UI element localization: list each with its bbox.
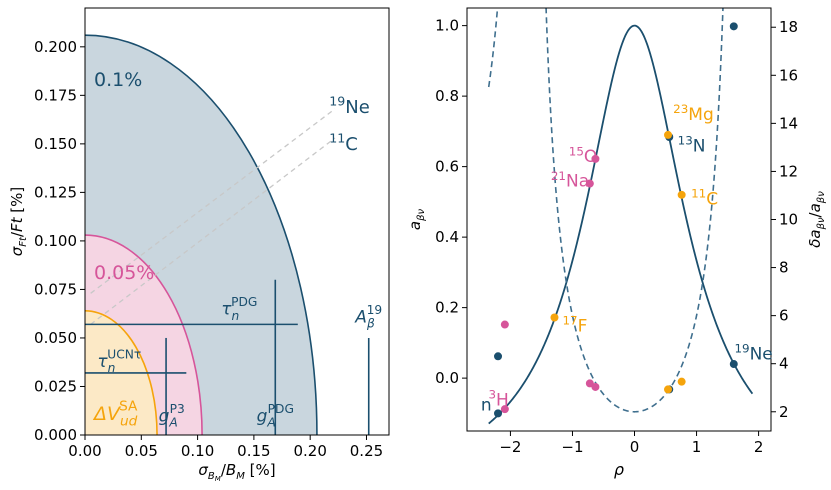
x-axis-label: σBM/BM [%] — [198, 461, 275, 483]
left-axes-frame — [84, 7, 390, 436]
y-tick-label: 0.2 — [435, 299, 459, 317]
x-tick-label: 0.05 — [125, 442, 158, 460]
constraint-label-0: τnPDG — [221, 295, 257, 323]
point-label-H: 3H — [488, 387, 508, 410]
y-tick-label: 0.025 — [34, 377, 77, 395]
y2-tick-label: 2 — [779, 403, 789, 421]
point-label-F: 17F — [562, 313, 587, 336]
point-19Ne — [729, 360, 738, 369]
point-n — [494, 352, 503, 361]
y2-tick-label: 12 — [779, 162, 798, 180]
region-label-0.05: 0.05% — [94, 262, 154, 284]
x-tick-label: 0.10 — [181, 442, 214, 460]
y2-tick-label: 4 — [779, 355, 789, 373]
point-15O — [591, 382, 600, 391]
y2-tick-label: 16 — [779, 66, 798, 84]
right-plot-area — [487, 8, 754, 425]
region-boundary-0 — [85, 34, 318, 435]
region-boundary-2 — [85, 309, 158, 435]
point-17F — [550, 313, 559, 322]
y-tick-label: 0.050 — [34, 329, 77, 347]
point-11C — [677, 377, 686, 386]
y2-axis-label: δaβν/aβν — [806, 191, 827, 248]
y-tick-label: 0.6 — [435, 158, 459, 176]
y-tick-label: 0.100 — [34, 232, 77, 250]
point-21Na — [585, 179, 594, 188]
point-23Mg — [664, 385, 673, 394]
y2-tick-label: 10 — [779, 211, 798, 229]
constraint-label-1: τnUCNτ — [97, 348, 141, 376]
point-label-O: 15O — [569, 144, 598, 167]
point-label-Mg: 23Mg — [673, 102, 714, 125]
point-label-n: n — [481, 396, 492, 416]
point-23Mg — [664, 130, 673, 139]
x-tick-label: 2 — [754, 438, 764, 456]
x-tick-label: −1 — [561, 438, 583, 456]
y-tick-label: 1.0 — [435, 17, 459, 35]
left-chart: 0.1% 0.05% ΔVudSA 19Ne 11C τnPDG τnUCNτ gAPDG gA… — [8, 7, 390, 483]
x-tick-label: 0.20 — [293, 442, 326, 460]
y-tick-label: 0.000 — [34, 426, 77, 444]
constraint-label-2: gAPDG — [257, 402, 294, 430]
y-axis-label: σFt/Ft [%] — [8, 187, 29, 257]
y-tick-label: 0.175 — [34, 86, 77, 104]
y-tick-label: 0.075 — [34, 280, 77, 298]
point-3H — [500, 320, 509, 329]
x-tick-label: 1 — [692, 438, 702, 456]
guide-line-19Ne — [90, 108, 336, 294]
y-tick-label: 0.8 — [435, 87, 459, 105]
y-tick-label: 0.4 — [435, 228, 459, 246]
y-tick-label: 0.125 — [34, 183, 77, 201]
y2-tick-label: 14 — [779, 114, 798, 132]
y2-tick-label: 8 — [779, 259, 789, 277]
y-tick-label: 0.0 — [435, 369, 459, 387]
point-19Ne — [729, 22, 738, 31]
region-label-deltaV: ΔVudSA — [92, 399, 138, 430]
point-label-Ne: 19Ne — [734, 342, 772, 365]
region-boundary-1 — [85, 234, 203, 435]
point-label-Na: 21Na — [551, 169, 589, 192]
point-15O — [591, 154, 600, 163]
point-label-C: 11C — [691, 187, 718, 210]
x-tick-label: −2 — [499, 438, 521, 456]
isotope-label-Ne: 19Ne — [329, 94, 370, 118]
y-tick-label: 0.200 — [34, 38, 77, 56]
y-tick-label: 0.150 — [34, 135, 77, 153]
x-tick-label: 0.00 — [68, 442, 101, 460]
x-tick-label: 0 — [630, 438, 640, 456]
right-axes-frame — [466, 7, 772, 432]
y-axis-label: aβν — [406, 209, 427, 231]
y2-tick-label: 18 — [779, 18, 798, 36]
point-3H — [500, 405, 509, 414]
point-n — [494, 409, 503, 418]
guide-line-11C — [90, 137, 336, 325]
constraint-label-4: Aβ19 — [354, 303, 382, 331]
region-label-0.1: 0.1% — [94, 69, 142, 91]
point-11C — [677, 190, 686, 199]
isotope-label-C: 11C — [329, 131, 358, 155]
x-tick-label: 0.25 — [350, 442, 383, 460]
series-a-beta-nu — [488, 24, 754, 425]
series-relative-uncertainty — [487, 8, 724, 413]
x-axis-label: ρ — [614, 460, 624, 479]
x-tick-label: 0.15 — [237, 442, 270, 460]
left-plot-area — [85, 34, 370, 435]
constraint-label-3: gAP3 — [159, 402, 185, 430]
y2-tick-label: 6 — [779, 307, 789, 325]
point-label-N: 13N — [678, 134, 706, 157]
